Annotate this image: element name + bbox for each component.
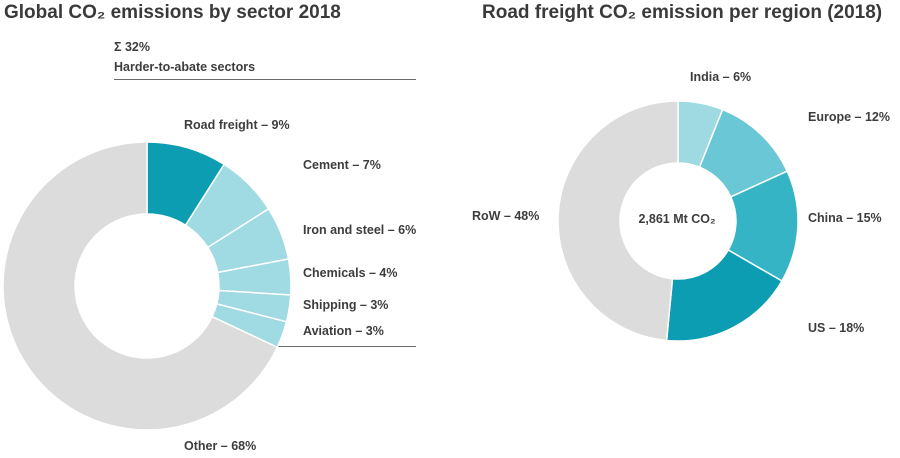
region-donut-center-label: 2,861 Mt CO₂ bbox=[638, 212, 715, 226]
label-aviation: Aviation – 3% bbox=[303, 324, 384, 338]
label-other: Other – 68% bbox=[184, 439, 257, 453]
bracket-bottom-line bbox=[276, 346, 416, 347]
label-row: RoW – 48% bbox=[472, 209, 540, 223]
chart2-title: Road freight CO₂ emission per region (20… bbox=[482, 2, 883, 23]
label-iron-steel: Iron and steel – 6% bbox=[303, 223, 417, 237]
region-donut bbox=[557, 100, 799, 342]
bracket-top-line bbox=[114, 79, 416, 80]
harder-to-abate-sum: Σ 32% bbox=[114, 40, 150, 54]
label-cement: Cement – 7% bbox=[303, 158, 381, 172]
region-slice-row bbox=[557, 100, 679, 342]
label-chemicals: Chemicals – 4% bbox=[303, 266, 398, 280]
chart1-title: Global CO₂ emissions by sector 2018 bbox=[4, 2, 341, 23]
label-europe: Europe – 12% bbox=[808, 110, 890, 124]
region-slice-us bbox=[665, 248, 783, 342]
sector-slice-other bbox=[2, 141, 279, 431]
sector-donut bbox=[2, 141, 292, 431]
label-china: China – 15% bbox=[808, 211, 882, 225]
label-shipping: Shipping – 3% bbox=[303, 298, 389, 312]
label-road-freight: Road freight – 9% bbox=[184, 118, 290, 132]
harder-to-abate-label: Harder-to-abate sectors bbox=[114, 60, 256, 74]
label-india: India – 6% bbox=[690, 70, 752, 84]
label-us: US – 18% bbox=[808, 321, 865, 335]
